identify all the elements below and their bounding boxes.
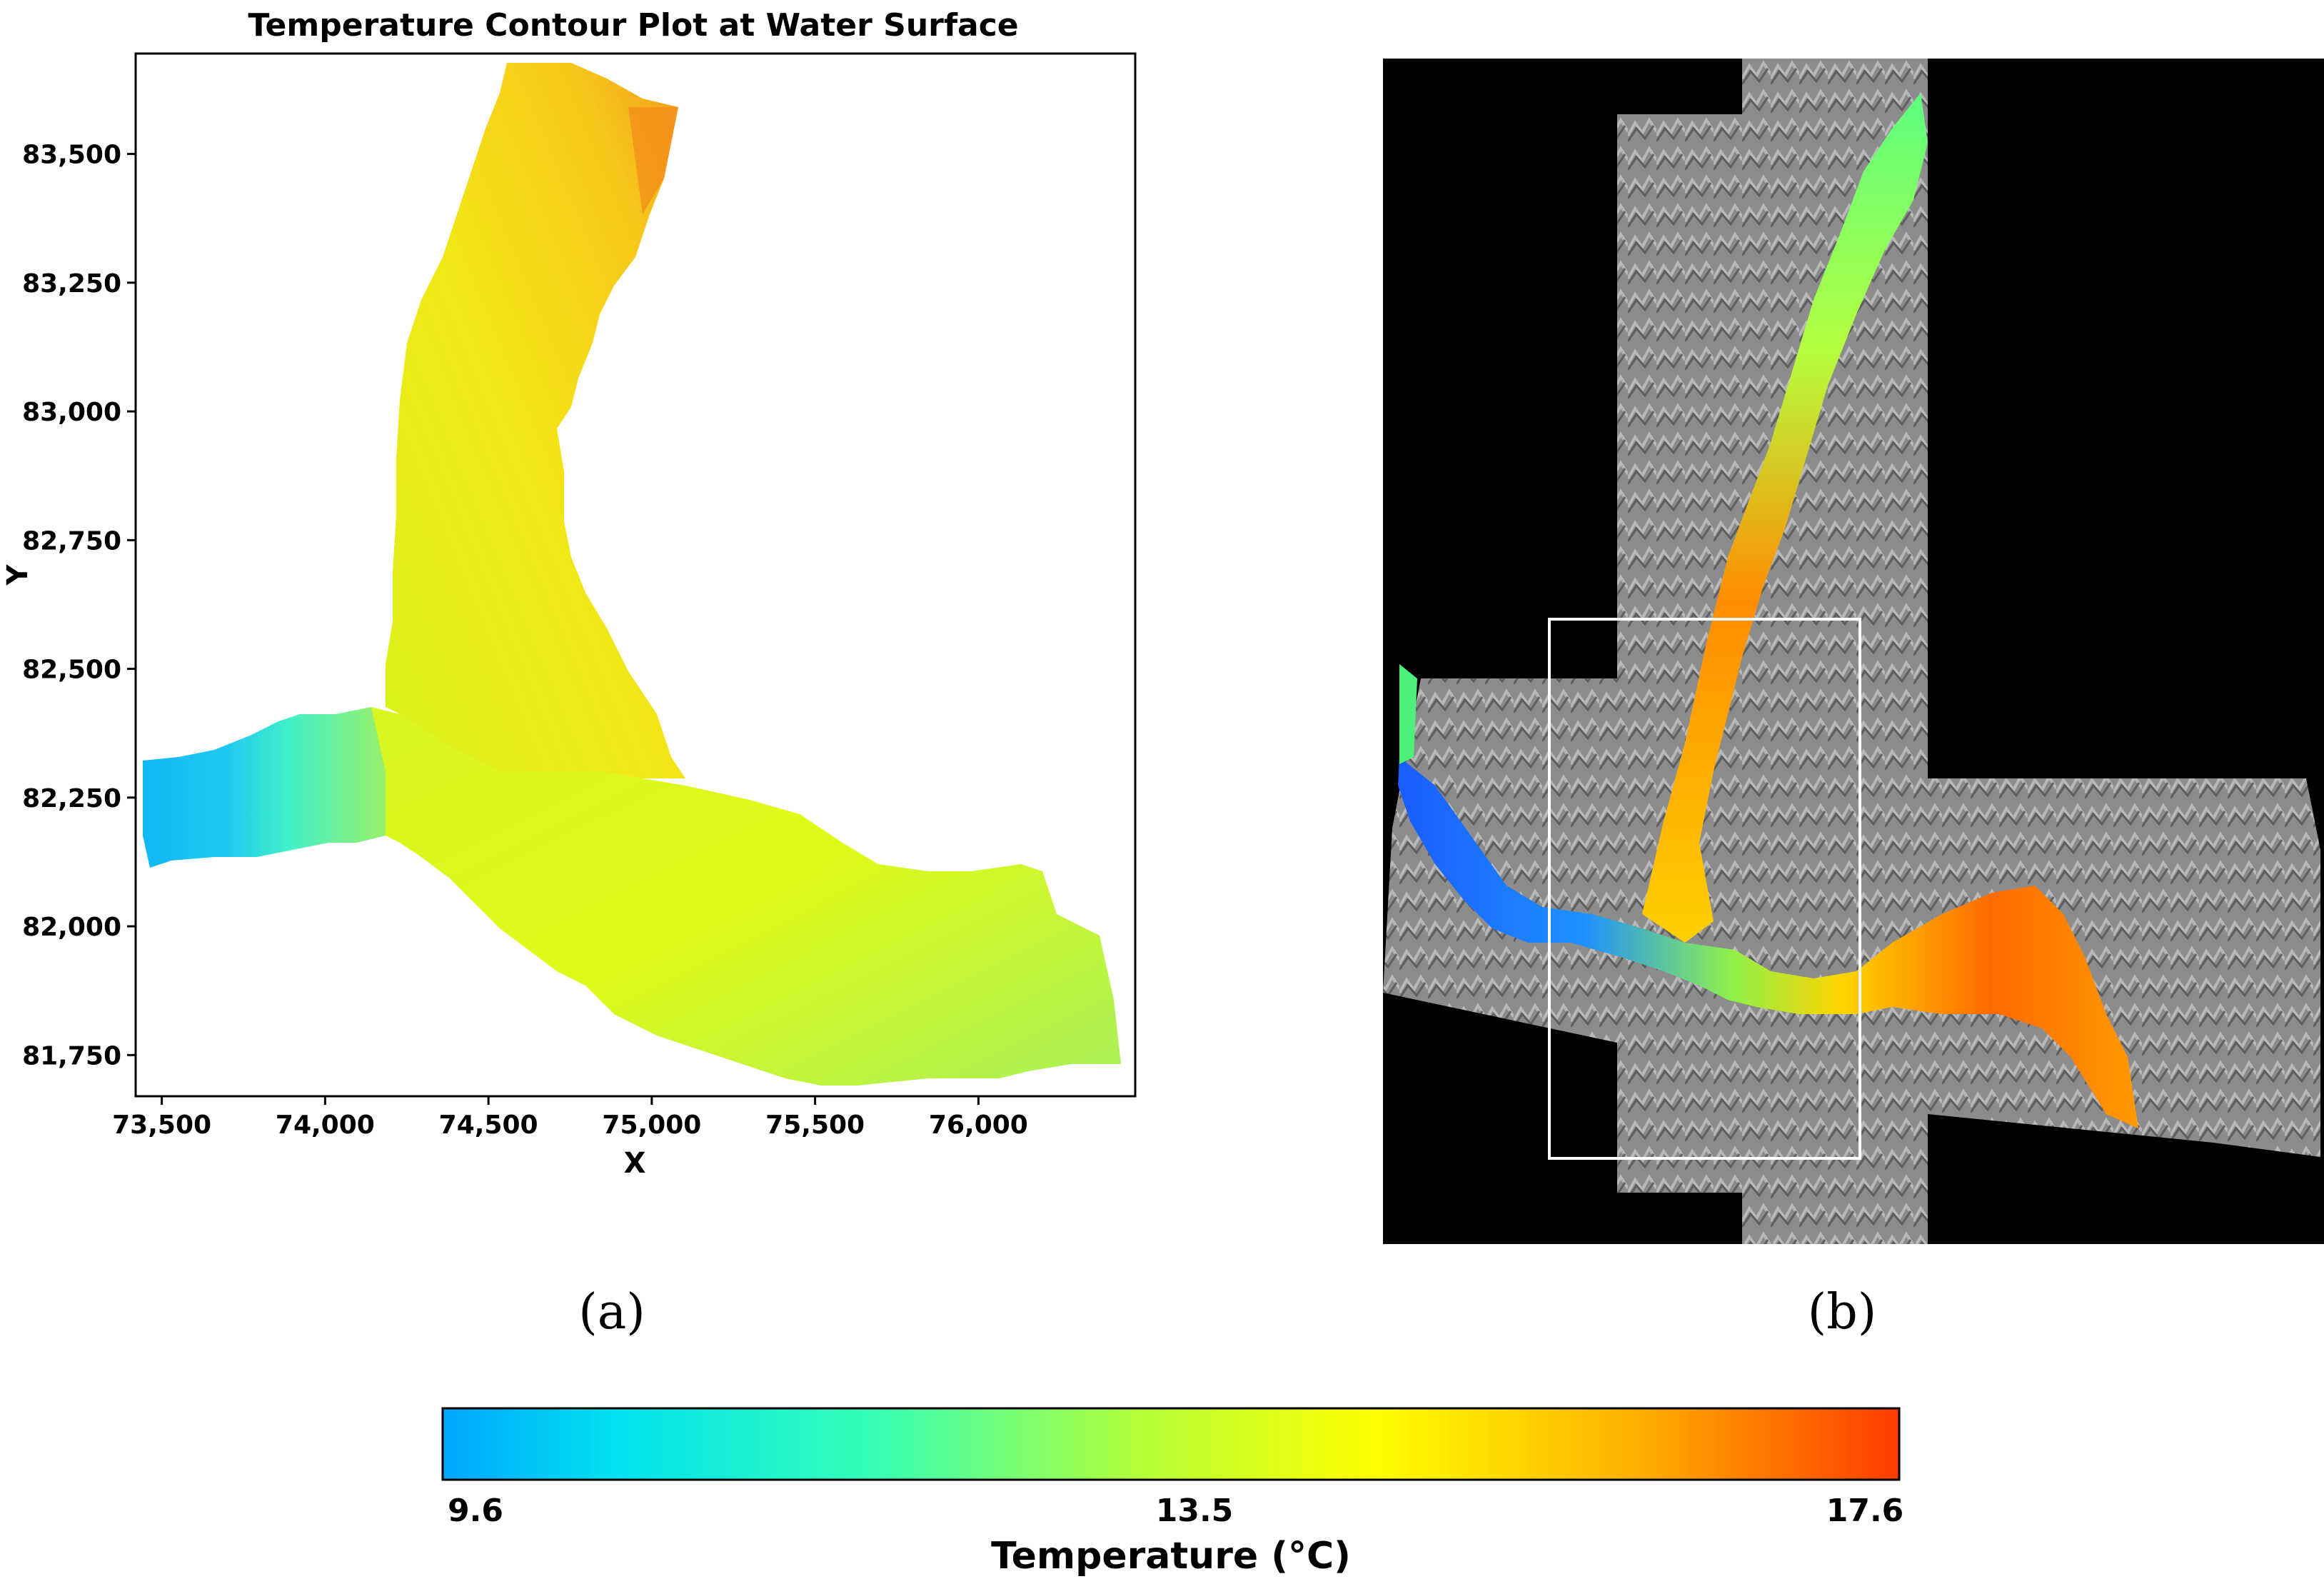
colorbar-max-label: 17.6 <box>1826 1493 1904 1529</box>
colorbar: 9.6 13.5 17.6 Temperature (°C) <box>441 1407 1904 1578</box>
x-tick-label: 75,000 <box>602 1111 701 1140</box>
x-axis-label: X <box>624 1147 646 1180</box>
caption-b: (b) <box>1808 1284 1877 1340</box>
river-temperature-overlay <box>1398 93 2138 1128</box>
x-tick-label: 76,000 <box>929 1111 1028 1140</box>
y-tick-label: 82,500 <box>22 656 121 685</box>
region-upper-channel <box>386 63 685 778</box>
colorbar-gradient <box>441 1407 1901 1481</box>
x-tick-label: 74,000 <box>276 1111 375 1140</box>
caption-a: (a) <box>578 1284 645 1340</box>
region-hot-spot <box>628 107 678 214</box>
colorbar-title: Temperature (°C) <box>991 1535 1351 1578</box>
y-tick-label: 81,750 <box>22 1041 121 1071</box>
y-axis: 81,750 82,000 82,250 82,500 82,750 83,000 83,2… <box>22 141 136 1071</box>
study-area-box <box>1548 618 1861 1160</box>
y-tick-label: 82,750 <box>22 526 121 556</box>
panel-b: (b) <box>1383 59 2324 1340</box>
y-tick-label: 82,000 <box>22 913 121 942</box>
x-tick-label: 75,500 <box>765 1111 865 1140</box>
y-tick-label: 83,250 <box>22 269 121 299</box>
plot-frame <box>134 52 1137 1098</box>
x-tick-label: 74,500 <box>439 1111 538 1140</box>
y-axis-label: Y <box>1 563 34 586</box>
region-east-branch <box>371 707 1121 1086</box>
temperature-contour-field <box>143 63 1121 1086</box>
y-tick-label: 83,500 <box>22 141 121 170</box>
x-axis: 73,500 74,000 74,500 75,000 75,500 76,000 <box>112 1096 1028 1140</box>
y-tick-label: 83,000 <box>22 398 121 427</box>
x-tick-label: 73,500 <box>112 1111 211 1140</box>
region-west-branch <box>143 707 386 868</box>
panel-a: Temperature Contour Plot at Water Surfac… <box>1 7 1137 1340</box>
colorbar-min-label: 9.6 <box>448 1493 503 1529</box>
chart-title: Temperature Contour Plot at Water Surfac… <box>248 7 1018 44</box>
y-tick-label: 82,250 <box>22 784 121 813</box>
colorbar-mid-label: 13.5 <box>1156 1493 1234 1529</box>
